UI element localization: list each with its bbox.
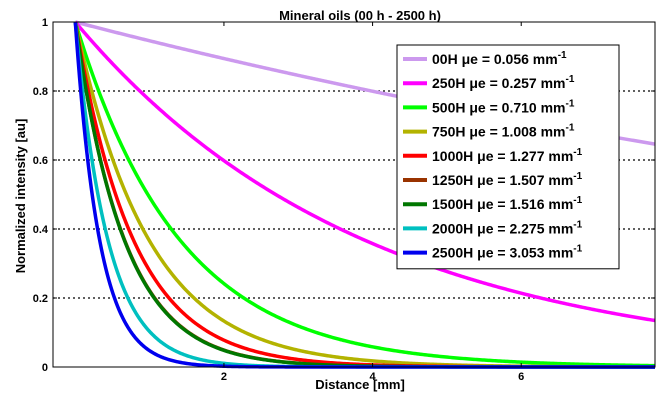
- legend-entry: 1000H μe = 1.277 mm-1: [432, 147, 583, 164]
- legend-entry: 2000H μe = 2.275 mm-1: [432, 219, 583, 236]
- legend-superscript: -1: [573, 147, 582, 158]
- legend-entry: 1250H μe = 1.507 mm-1: [432, 171, 583, 188]
- y-axis-label: Normalized intensity [au]: [13, 119, 28, 274]
- y-tick-label: 0.2: [33, 293, 48, 305]
- legend-entry: 1500H μe = 1.516 mm-1: [432, 195, 583, 212]
- x-axis-label: Distance [mm]: [315, 377, 405, 392]
- x-tick-label: 2: [221, 371, 227, 383]
- legend-superscript: -1: [573, 195, 582, 206]
- legend-superscript: -1: [573, 219, 582, 230]
- y-tick-label: 1: [42, 17, 48, 29]
- y-tick-label: 0.6: [33, 155, 48, 167]
- legend-superscript: -1: [573, 171, 582, 182]
- chart-title: Mineral oils (00 h - 2500 h): [279, 8, 441, 23]
- legend-entry: 250H μe = 0.257 mm-1: [432, 74, 575, 91]
- legend-superscript: -1: [558, 50, 567, 61]
- legend-superscript: -1: [566, 123, 575, 134]
- legend-superscript: -1: [573, 244, 582, 255]
- legend-entry: 750H μe = 1.008 mm-1: [432, 123, 575, 140]
- legend-entry: 00H μe = 0.056 mm-1: [432, 50, 567, 67]
- legend-superscript: -1: [566, 74, 575, 85]
- legend: 00H μe = 0.056 mm-1 250H μe = 0.257 mm-1 5…: [397, 45, 619, 269]
- legend-entry: 500H μe = 0.710 mm-1: [432, 98, 575, 115]
- legend-entry: 2500H μe = 3.053 mm-1: [432, 244, 583, 261]
- y-tick-label: 0: [42, 362, 48, 374]
- y-tick-label: 0.8: [33, 86, 48, 98]
- x-tick-label: 6: [518, 371, 524, 383]
- y-tick-label: 0.4: [33, 224, 49, 236]
- legend-superscript: -1: [566, 98, 575, 109]
